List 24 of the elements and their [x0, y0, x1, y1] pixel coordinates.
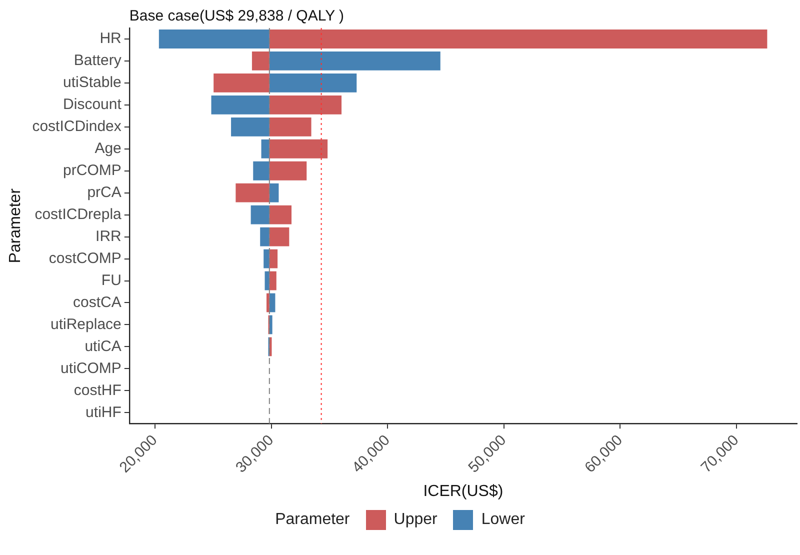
y-tick-label: IRR: [96, 228, 122, 245]
x-axis-title: ICER(US$): [423, 482, 504, 500]
y-tick-label: Battery: [74, 52, 122, 70]
y-tick-label: costCOMP: [48, 250, 122, 267]
legend-title: Parameter: [275, 511, 350, 529]
y-tick-label: prCOMP: [63, 162, 122, 180]
y-axis-title: Parameter: [7, 188, 24, 264]
y-tick-label: prCA: [87, 184, 122, 201]
y-tick-label: Age: [94, 140, 122, 158]
legend-label: Upper: [394, 511, 438, 529]
y-tick-label: Discount: [63, 96, 122, 114]
y-tick-label: utiCA: [84, 338, 122, 355]
y-tick-label: costICDindex: [32, 118, 122, 136]
y-tick-label: utiCOMP: [60, 360, 122, 377]
y-tick-label: costICDrepla: [34, 206, 122, 223]
chart-title: Base case(US$ 29,838 / QALY ): [129, 8, 344, 25]
y-tick-label: costCA: [73, 294, 122, 311]
y-tick-label: utiStable: [63, 74, 122, 92]
legend-label: Lower: [481, 511, 525, 529]
y-tick-label: utiReplace: [50, 316, 122, 333]
y-tick-label: FU: [101, 272, 122, 289]
y-tick-label: costHF: [74, 382, 122, 399]
y-tick-label: utiHF: [86, 404, 122, 421]
y-tick-label: HR: [100, 30, 122, 48]
